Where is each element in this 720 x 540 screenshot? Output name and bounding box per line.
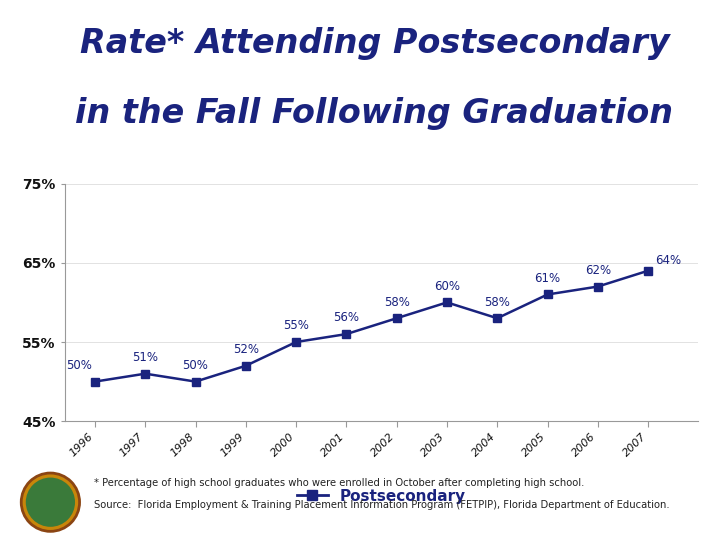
Text: 51%: 51% <box>132 351 158 364</box>
Text: in the Fall Following Graduation: in the Fall Following Graduation <box>76 97 673 130</box>
Legend: Postsecondary: Postsecondary <box>297 489 466 504</box>
Text: 50%: 50% <box>183 359 209 372</box>
Circle shape <box>26 477 75 527</box>
Text: 58%: 58% <box>485 295 510 308</box>
Text: 60%: 60% <box>434 280 460 293</box>
Text: 56%: 56% <box>333 312 359 325</box>
Circle shape <box>21 473 79 531</box>
Text: Rate* Attending Postsecondary: Rate* Attending Postsecondary <box>79 27 670 60</box>
Text: Source:  Florida Employment & Training Placement Information Program (FETPIP), F: Source: Florida Employment & Training Pl… <box>94 500 669 510</box>
Text: 55%: 55% <box>283 319 309 332</box>
Text: 50%: 50% <box>66 359 92 372</box>
Text: * Percentage of high school graduates who were enrolled in October after complet: * Percentage of high school graduates wh… <box>94 478 584 488</box>
Text: 52%: 52% <box>233 343 258 356</box>
Text: 64%: 64% <box>655 254 681 267</box>
Text: 62%: 62% <box>585 264 611 277</box>
Text: 61%: 61% <box>534 272 561 285</box>
Text: 58%: 58% <box>384 295 410 308</box>
